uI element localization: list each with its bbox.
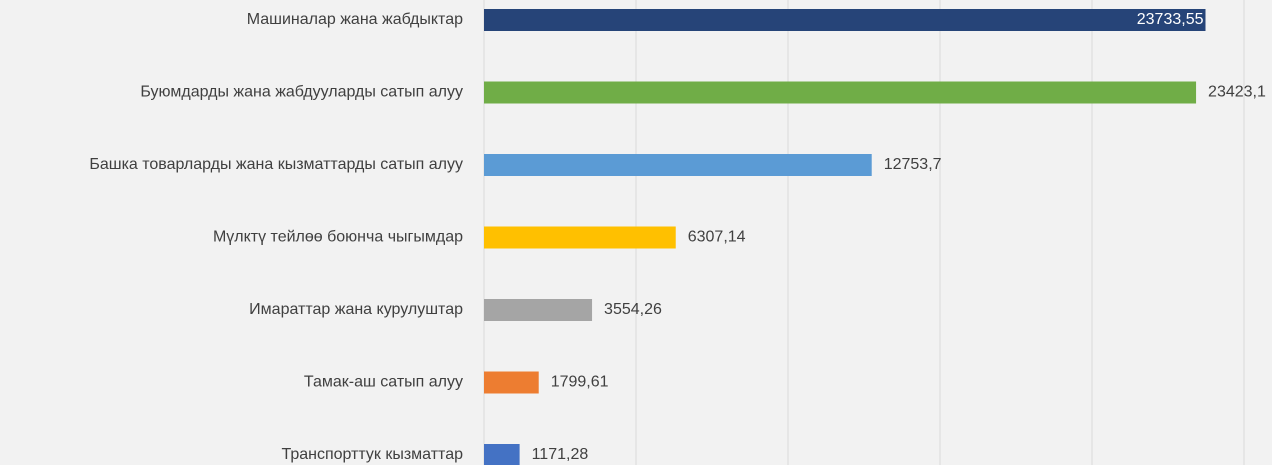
- value-label: 12753,7: [884, 156, 942, 173]
- category-label: Имараттар жана курулуштар: [249, 301, 463, 318]
- value-label: 23733,55: [1137, 11, 1204, 28]
- bar: [484, 81, 1197, 104]
- category-label: Мүлктү тейлөө боюнча чыгымдар: [213, 229, 463, 246]
- category-label: Машиналар жана жабдыктар: [247, 11, 463, 28]
- category-label: Буюмдарды жана жабдууларды сатып алуу: [140, 84, 463, 101]
- value-label: 6307,14: [688, 229, 746, 246]
- bar: [484, 444, 520, 465]
- bar: [484, 226, 676, 249]
- bar: [484, 371, 539, 394]
- value-label: 23423,1: [1208, 84, 1266, 101]
- category-label: Транспорттук кызматтар: [281, 446, 463, 463]
- bar: [484, 299, 593, 321]
- bar: [484, 9, 1206, 31]
- category-label: Башка товарларды жана кызматтарды сатып …: [89, 156, 463, 173]
- value-label: 3554,26: [604, 301, 662, 318]
- bar: [484, 154, 872, 176]
- value-label: 1171,28: [532, 446, 589, 463]
- category-label: Тамак-аш сатып алуу: [304, 374, 463, 391]
- value-label: 1799,61: [551, 374, 609, 391]
